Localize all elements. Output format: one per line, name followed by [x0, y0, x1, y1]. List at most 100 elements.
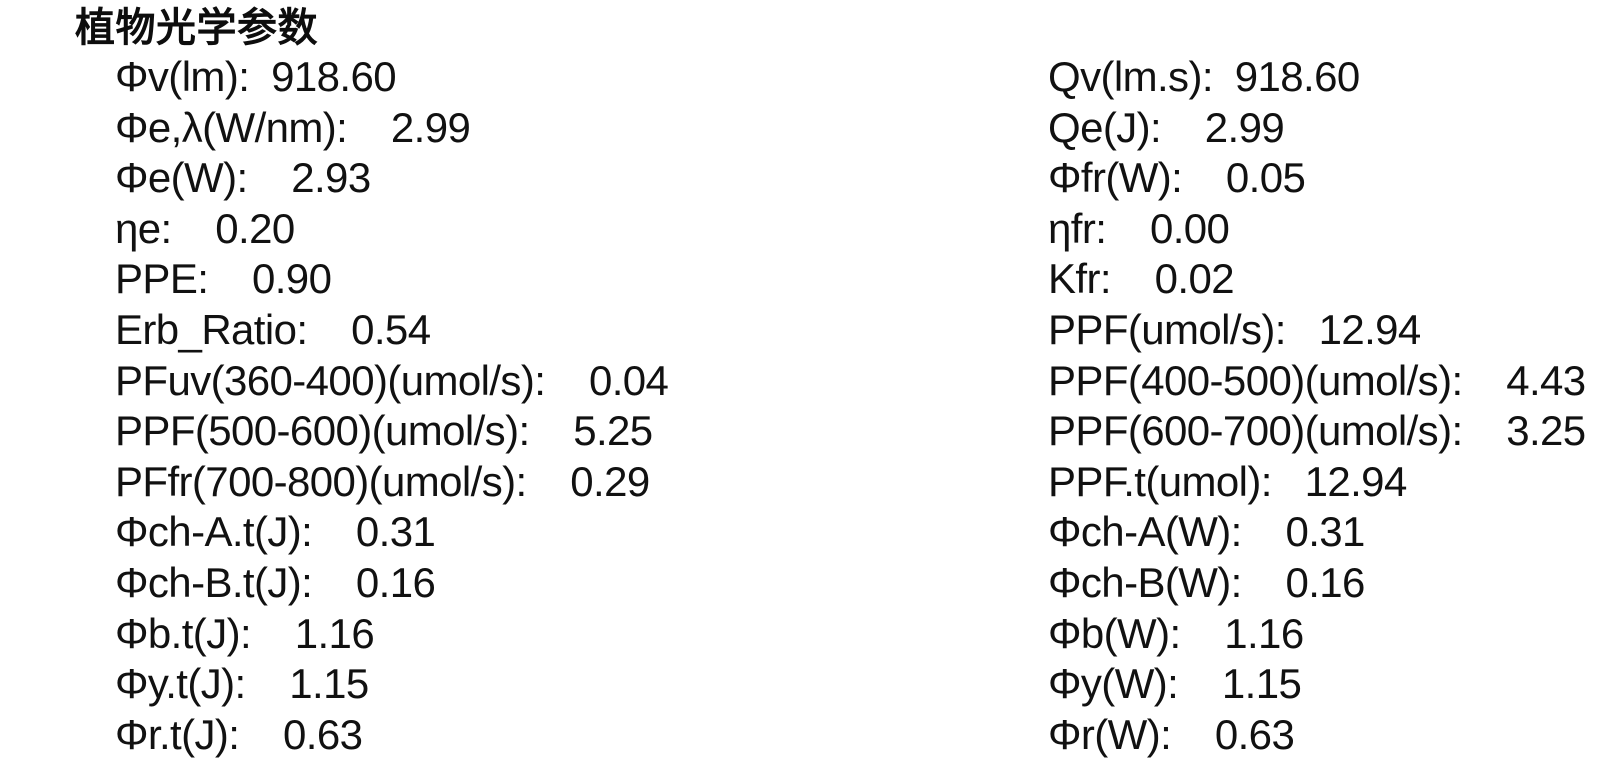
- param-value: 0.90: [251, 255, 332, 303]
- param-value: 2.93: [291, 154, 371, 202]
- param-value: 2.99: [390, 103, 471, 151]
- param-pair: PPF(500-600)(umol/s): 5.25: [115, 406, 653, 457]
- param-label: Φv(lm):: [115, 53, 250, 100]
- param-pair: Φb(W): 1.16: [1048, 609, 1304, 660]
- page-title: 植物光学参数: [75, 6, 318, 50]
- param-label: Qv(lm.s):: [1048, 53, 1214, 100]
- param-value: 3.25: [1506, 407, 1586, 455]
- param-pair: PPE: 0.90: [115, 254, 332, 305]
- parameter-row: Φe,λ(W/nm): 2.99 Qe(J): 2.99: [0, 103, 1604, 154]
- param-pair: Φe(W): 2.93: [115, 153, 371, 204]
- param-pair: ηe: 0.20: [115, 204, 295, 255]
- param-label: PPF(umol/s):: [1048, 305, 1286, 353]
- param-pair: Φb.t(J): 1.16: [115, 609, 375, 660]
- param-value: 0.05: [1225, 154, 1306, 202]
- param-pair: Φv(lm): 918.60: [115, 52, 397, 103]
- parameter-row: PFfr(700-800)(umol/s): 0.29 PPF.t(umol): 1…: [0, 457, 1604, 508]
- param-label: ηe:: [115, 204, 172, 252]
- param-pair: Φy.t(J): 1.15: [115, 659, 369, 710]
- param-value: 1.16: [1224, 609, 1304, 657]
- parameter-row: Φv(lm): 918.60 Qv(lm.s): 918.60: [0, 52, 1604, 103]
- param-value: 918.60: [271, 53, 396, 100]
- param-value: 5.25: [573, 407, 653, 455]
- param-label: Φr.t(J):: [115, 710, 240, 758]
- parameter-row: Φr.t(J): 0.63 Φr(W): 0.63: [0, 710, 1604, 760]
- parameter-row: PFuv(360-400)(umol/s): 0.04 PPF(400-500)(…: [0, 356, 1604, 407]
- param-value: 0.16: [355, 558, 436, 606]
- param-pair: Erb_Ratio: 0.54: [115, 305, 431, 356]
- param-pair: PFuv(360-400)(umol/s): 0.04: [115, 356, 669, 407]
- param-value: 0.00: [1149, 204, 1230, 252]
- param-pair: PPF(400-500)(umol/s): 4.43: [1048, 356, 1586, 407]
- param-pair: Qe(J): 2.99: [1048, 103, 1285, 154]
- param-pair: PPF(umol/s): 12.94: [1048, 305, 1421, 356]
- parameter-row: Φch-A.t(J): 0.31 Φch-A(W): 0.31: [0, 507, 1604, 558]
- param-pair: Φch-B.t(J): 0.16: [115, 558, 436, 609]
- param-pair: PPF(600-700)(umol/s): 3.25: [1048, 406, 1586, 457]
- param-value: 0.63: [1214, 710, 1295, 758]
- param-label: PPF(500-600)(umol/s):: [115, 407, 530, 455]
- param-value: 0.63: [283, 710, 363, 758]
- param-value: 12.94: [1304, 457, 1408, 505]
- param-value: 0.54: [351, 305, 431, 353]
- param-label: PPF(400-500)(umol/s):: [1048, 356, 1463, 404]
- parameters-list: Φv(lm): 918.60 Qv(lm.s): 918.60 Φe,λ(W/nm)…: [0, 52, 1604, 760]
- param-value: 2.99: [1204, 103, 1285, 151]
- param-label: Kfr:: [1048, 255, 1112, 303]
- param-label: Φb.t(J):: [115, 609, 252, 657]
- param-pair: Φch-B(W): 0.16: [1048, 558, 1365, 609]
- param-pair: Kfr: 0.02: [1048, 254, 1235, 305]
- param-value: 0.29: [570, 457, 650, 505]
- param-value: 1.15: [289, 660, 369, 708]
- param-label: Φb(W):: [1048, 609, 1181, 657]
- param-label: PPE:: [115, 255, 209, 303]
- parameter-row: PPE: 0.90 Kfr: 0.02: [0, 254, 1604, 305]
- param-pair: Φr(W): 0.63: [1048, 710, 1295, 760]
- param-label: PFuv(360-400)(umol/s):: [115, 356, 546, 404]
- param-value: 4.43: [1506, 356, 1586, 404]
- param-label: Φr(W):: [1048, 710, 1172, 758]
- param-value: 0.04: [588, 356, 669, 404]
- parameter-row: PPF(500-600)(umol/s): 5.25 PPF(600-700)(u…: [0, 406, 1604, 457]
- param-value: 0.31: [355, 508, 436, 556]
- param-pair: Φch-A.t(J): 0.31: [115, 507, 436, 558]
- param-pair: Φr.t(J): 0.63: [115, 710, 363, 760]
- param-value: 1.16: [294, 609, 375, 657]
- param-value: 918.60: [1234, 53, 1360, 100]
- param-value: 0.02: [1154, 255, 1235, 303]
- param-pair: Φy(W): 1.15: [1048, 659, 1302, 710]
- param-value: 12.94: [1318, 305, 1422, 353]
- param-label: Φch-A.t(J):: [115, 508, 313, 556]
- param-value: 0.20: [215, 204, 295, 252]
- param-label: PFfr(700-800)(umol/s):: [115, 457, 527, 505]
- param-label: Φy.t(J):: [115, 660, 246, 708]
- param-label: Φfr(W):: [1048, 154, 1183, 202]
- parameter-row: Erb_Ratio: 0.54 PPF(umol/s): 12.94: [0, 305, 1604, 356]
- param-pair: PPF.t(umol): 12.94: [1048, 457, 1407, 508]
- param-pair: Φch-A(W): 0.31: [1048, 507, 1365, 558]
- parameter-row: Φch-B.t(J): 0.16 Φch-B(W): 0.16: [0, 558, 1604, 609]
- param-pair: Qv(lm.s): 918.60: [1048, 52, 1360, 103]
- param-pair: Φe,λ(W/nm): 2.99: [115, 103, 471, 154]
- param-pair: Φfr(W): 0.05: [1048, 153, 1306, 204]
- param-value: 1.15: [1221, 660, 1302, 708]
- param-value: 0.16: [1285, 558, 1365, 606]
- param-label: Qe(J):: [1048, 103, 1162, 151]
- parameter-row: ηe: 0.20 ηfr: 0.00: [0, 204, 1604, 255]
- param-label: Φch-B(W):: [1048, 558, 1242, 606]
- param-label: PPF(600-700)(umol/s):: [1048, 407, 1463, 455]
- param-label: Φe,λ(W/nm):: [115, 103, 348, 151]
- param-label: Φe(W):: [115, 154, 248, 202]
- param-label: Φy(W):: [1048, 660, 1179, 708]
- param-label: Φch-A(W):: [1048, 508, 1242, 556]
- param-label: PPF.t(umol):: [1048, 457, 1272, 505]
- parameter-row: Φy.t(J): 1.15 Φy(W): 1.15: [0, 659, 1604, 710]
- param-label: Erb_Ratio:: [115, 305, 308, 353]
- param-pair: ηfr: 0.00: [1048, 204, 1230, 255]
- param-label: ηfr:: [1048, 204, 1107, 252]
- parameter-row: Φe(W): 2.93 Φfr(W): 0.05: [0, 153, 1604, 204]
- param-pair: PFfr(700-800)(umol/s): 0.29: [115, 457, 650, 508]
- parameter-row: Φb.t(J): 1.16 Φb(W): 1.16: [0, 609, 1604, 660]
- param-value: 0.31: [1285, 508, 1365, 556]
